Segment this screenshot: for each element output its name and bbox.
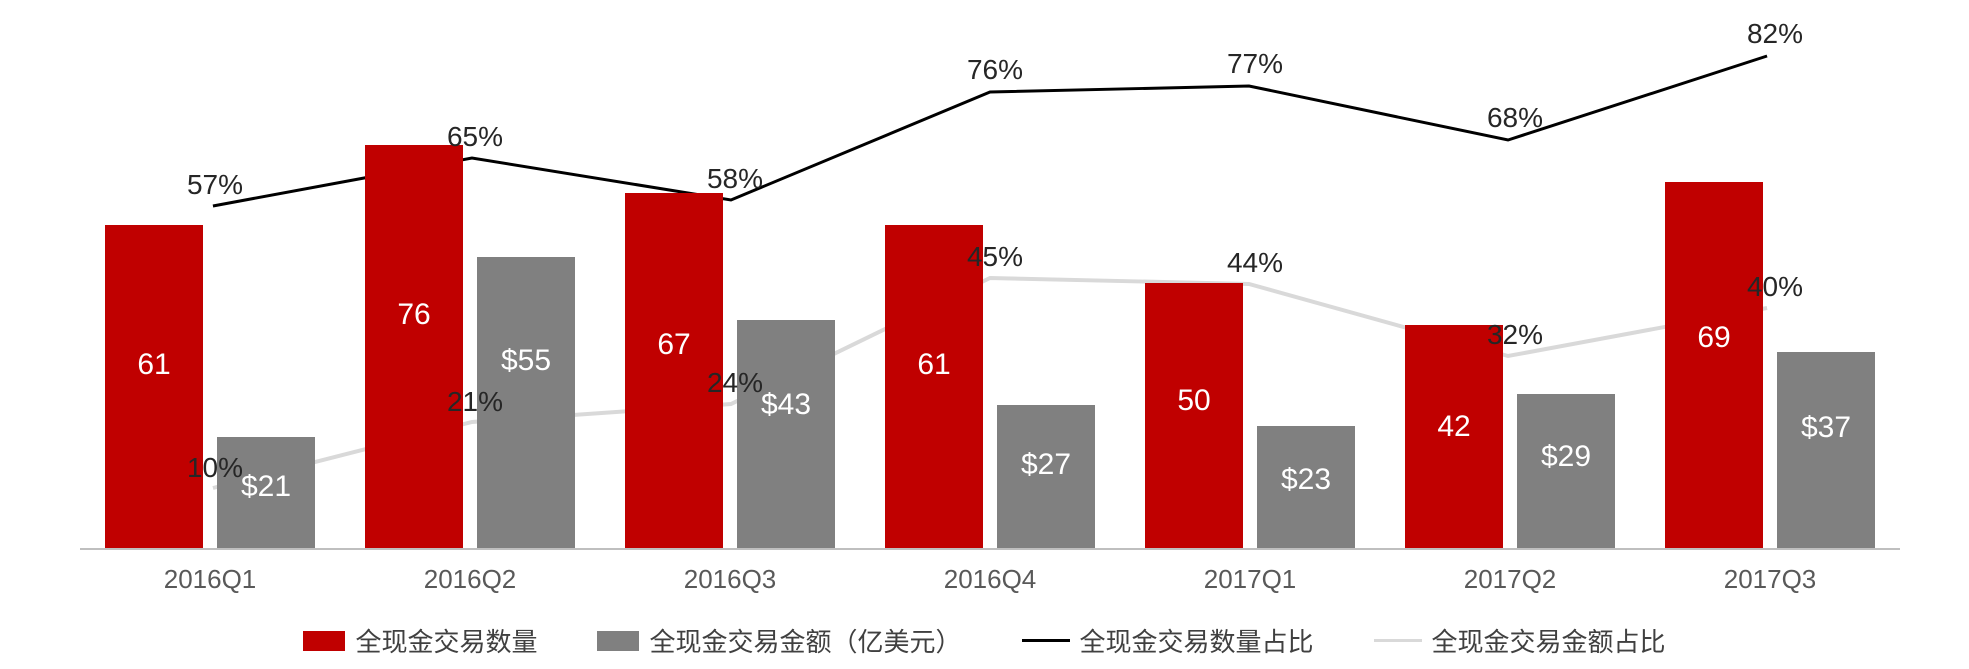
- bar-count: 76: [365, 145, 463, 548]
- x-axis-label: 2017Q2: [1430, 564, 1590, 595]
- line-amount_ratio-label: 40%: [1730, 271, 1820, 303]
- legend-label: 全现金交易数量: [355, 622, 537, 659]
- legend-line-marker: [1022, 639, 1070, 642]
- line-count_ratio-label: 58%: [690, 163, 780, 195]
- bar-count-label: 67: [625, 328, 723, 362]
- line-count_ratio-label: 57%: [170, 169, 260, 201]
- legend-item-amount: 全现金交易金额（亿美元）: [597, 622, 961, 659]
- bar-amount: $43: [737, 320, 835, 548]
- x-axis-label: 2017Q3: [1690, 564, 1850, 595]
- line-count_ratio-label: 77%: [1210, 48, 1300, 80]
- x-axis-label: 2016Q4: [910, 564, 1070, 595]
- x-axis-label: 2017Q1: [1170, 564, 1330, 595]
- line-count_ratio-label: 82%: [1730, 18, 1820, 50]
- line-amount_ratio-label: 45%: [950, 241, 1040, 273]
- plot-area: 61$212016Q176$552016Q267$432016Q361$2720…: [80, 20, 1900, 550]
- line-amount_ratio-label: 21%: [430, 386, 520, 418]
- legend-label: 全现金交易金额占比: [1432, 622, 1666, 659]
- bar-count: 42: [1405, 325, 1503, 548]
- line-count_ratio-label: 76%: [950, 54, 1040, 86]
- line-amount_ratio-label: 10%: [170, 452, 260, 484]
- legend-swatch: [597, 631, 639, 651]
- legend-item-count_ratio: 全现金交易数量占比: [1022, 622, 1314, 659]
- legend-line-marker: [1374, 639, 1422, 642]
- bar-count-label: 42: [1405, 410, 1503, 444]
- legend-label: 全现金交易数量占比: [1080, 622, 1314, 659]
- x-axis-label: 2016Q2: [390, 564, 550, 595]
- bar-count-label: 69: [1665, 321, 1763, 355]
- bar-amount-label: $37: [1777, 411, 1875, 445]
- line-amount_ratio-label: 44%: [1210, 247, 1300, 279]
- line-count_ratio-label: 65%: [430, 121, 520, 153]
- legend-label: 全现金交易金额（亿美元）: [649, 622, 961, 659]
- bar-amount-label: $27: [997, 448, 1095, 482]
- bar-amount: $29: [1517, 394, 1615, 548]
- bar-amount: $27: [997, 405, 1095, 548]
- bar-amount: $23: [1257, 426, 1355, 548]
- bar-count: 61: [105, 225, 203, 548]
- bar-count-label: 50: [1145, 384, 1243, 418]
- bar-amount-label: $55: [477, 344, 575, 378]
- bar-count: 50: [1145, 283, 1243, 548]
- bar-count-label: 61: [105, 348, 203, 382]
- bar-amount: $37: [1777, 352, 1875, 548]
- bar-amount-label: $23: [1257, 463, 1355, 497]
- x-axis-label: 2016Q1: [130, 564, 290, 595]
- legend: 全现金交易数量 全现金交易金额（亿美元） 全现金交易数量占比 全现金交易金额占比: [0, 622, 1969, 659]
- line-amount_ratio-label: 32%: [1470, 319, 1560, 351]
- bar-count: 61: [885, 225, 983, 548]
- bar-count-label: 61: [885, 348, 983, 382]
- legend-swatch: [303, 631, 345, 651]
- legend-item-count: 全现金交易数量: [303, 622, 537, 659]
- combo-chart: 61$212016Q176$552016Q267$432016Q361$2720…: [0, 0, 1969, 669]
- lines-layer: [80, 20, 1900, 548]
- bar-count: 69: [1665, 182, 1763, 548]
- line-amount_ratio-label: 24%: [690, 367, 780, 399]
- bar-amount-label: $29: [1517, 440, 1615, 474]
- x-axis-label: 2016Q3: [650, 564, 810, 595]
- legend-item-amount_ratio: 全现金交易金额占比: [1374, 622, 1666, 659]
- bar-count-label: 76: [365, 298, 463, 332]
- line-count_ratio-label: 68%: [1470, 102, 1560, 134]
